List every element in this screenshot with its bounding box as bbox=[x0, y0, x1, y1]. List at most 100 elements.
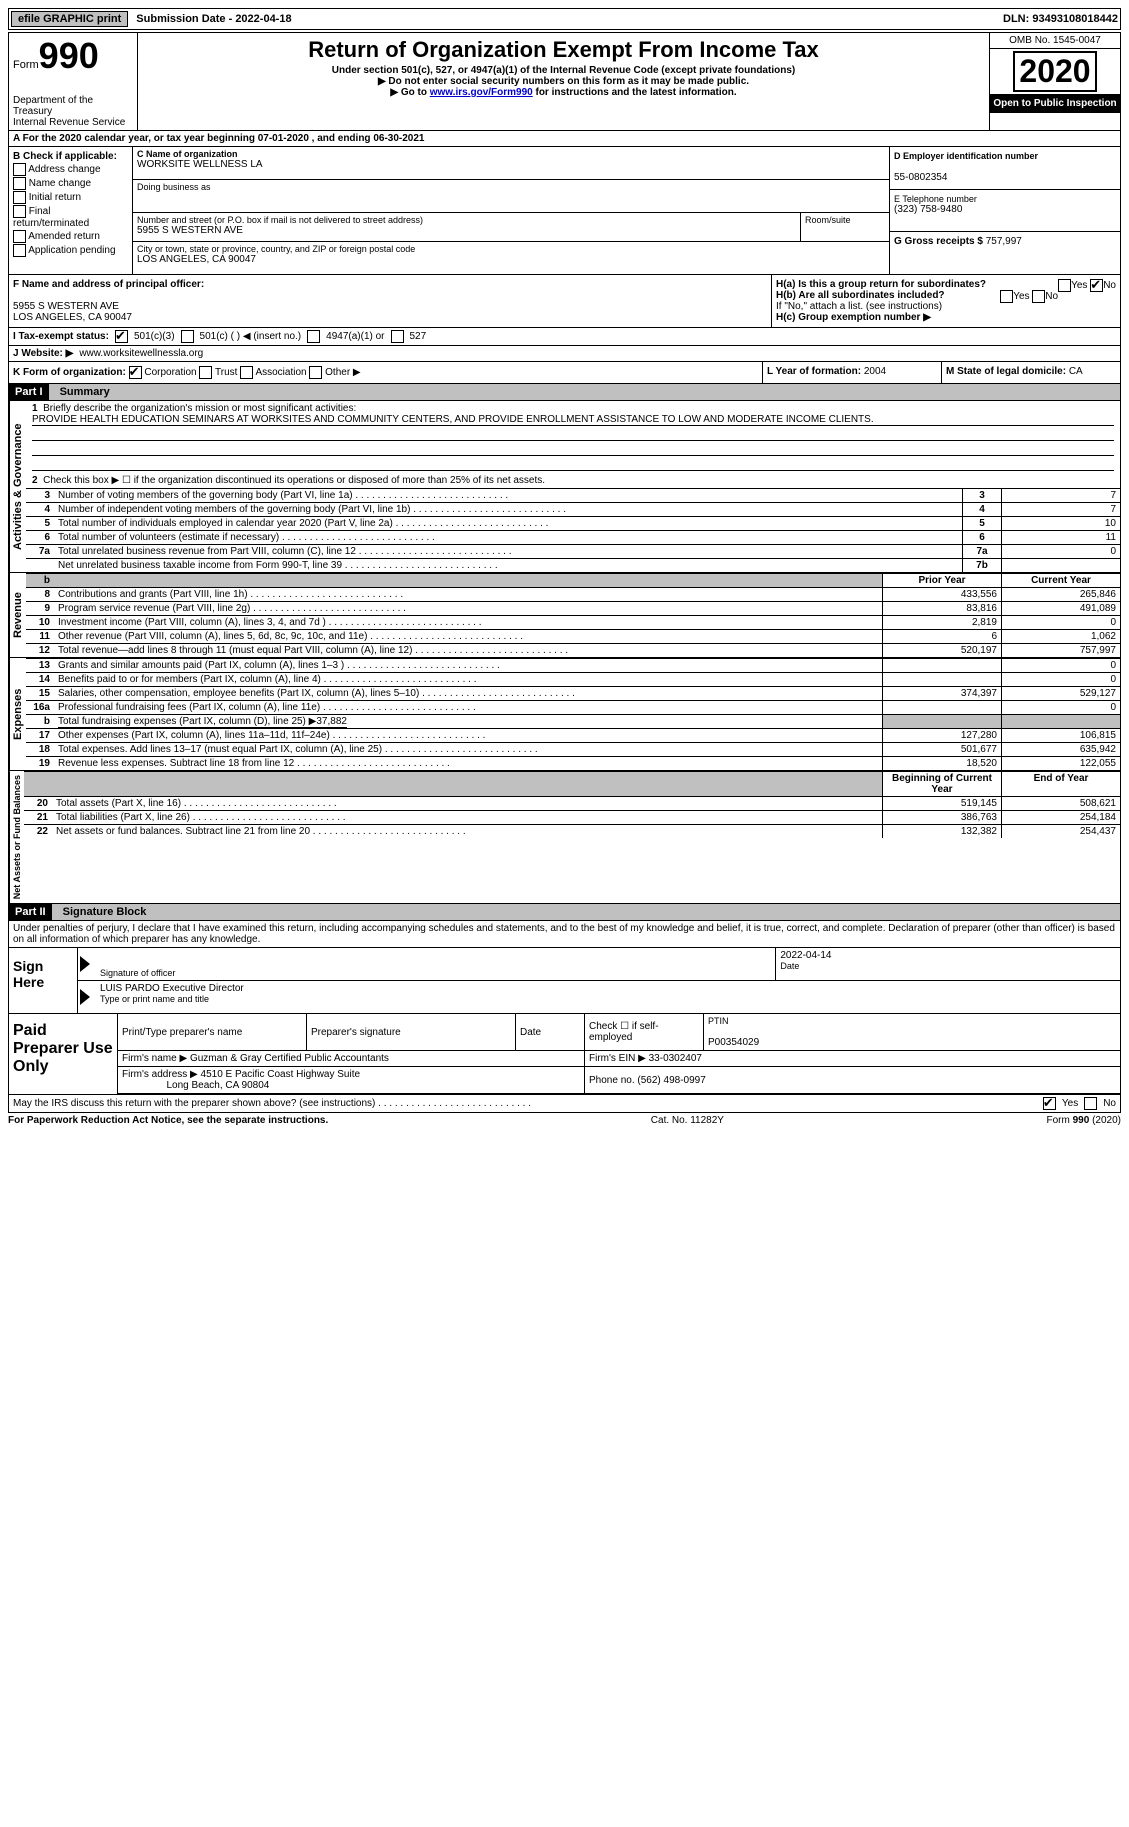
firm-addr: 4510 E Pacific Coast Highway Suite bbox=[201, 1069, 361, 1080]
hc-label: H(c) Group exemption number ▶ bbox=[776, 312, 1116, 323]
table-row: 5Total number of individuals employed in… bbox=[26, 517, 1120, 531]
chk-527[interactable] bbox=[391, 330, 404, 343]
website: www.worksitewellnessla.org bbox=[79, 348, 203, 359]
prep-name-hdr: Print/Type preparer's name bbox=[118, 1014, 307, 1051]
ha-label: H(a) Is this a group return for subordin… bbox=[776, 279, 986, 290]
principal-block: F Name and address of principal officer:… bbox=[8, 275, 1121, 328]
efile-button[interactable]: efile GRAPHIC print bbox=[11, 11, 128, 27]
hb-no[interactable] bbox=[1032, 290, 1045, 303]
table-row: 8Contributions and grants (Part VIII, li… bbox=[26, 588, 1120, 602]
blank-line-2 bbox=[32, 441, 1114, 456]
section-b-label: B Check if applicable: bbox=[13, 151, 117, 162]
top-bar: efile GRAPHIC print Submission Date - 20… bbox=[8, 8, 1121, 30]
table-row: 19Revenue less expenses. Subtract line 1… bbox=[26, 757, 1120, 771]
officer-addr1: 5955 S WESTERN AVE bbox=[13, 301, 119, 312]
pra-notice: For Paperwork Reduction Act Notice, see … bbox=[8, 1115, 328, 1126]
date-label: Date bbox=[780, 961, 1116, 971]
table-row: 20Total assets (Part X, line 16)519,1455… bbox=[24, 797, 1120, 811]
expenses-table: 13Grants and similar amounts paid (Part … bbox=[26, 658, 1120, 770]
chk-501c3[interactable] bbox=[115, 330, 128, 343]
dba-label: Doing business as bbox=[137, 182, 885, 192]
table-row: Net unrelated business taxable income fr… bbox=[26, 559, 1120, 573]
table-row: 11Other revenue (Part VIII, column (A), … bbox=[26, 630, 1120, 644]
entity-block: B Check if applicable: Address change Na… bbox=[8, 147, 1121, 275]
ha-no[interactable] bbox=[1090, 279, 1103, 292]
name-title-label: Type or print name and title bbox=[100, 994, 1116, 1004]
line2: Check this box ▶ ☐ if the organization d… bbox=[43, 475, 545, 486]
table-row: 18Total expenses. Add lines 13–17 (must … bbox=[26, 743, 1120, 757]
preparer-label: Paid Preparer Use Only bbox=[9, 1014, 118, 1094]
part2-title: Signature Block bbox=[63, 906, 147, 918]
hdr-prior: Prior Year bbox=[883, 574, 1002, 588]
hb-label: H(b) Are all subordinates included? bbox=[776, 290, 945, 301]
year-form-label: L Year of formation: bbox=[767, 366, 861, 377]
firm-addr-label: Firm's address ▶ bbox=[122, 1069, 198, 1080]
mission-label: Briefly describe the organization's miss… bbox=[43, 403, 356, 414]
footer: For Paperwork Reduction Act Notice, see … bbox=[8, 1113, 1121, 1128]
tax-status-label: I Tax-exempt status: bbox=[13, 331, 109, 342]
table-row: 9Program service revenue (Part VIII, lin… bbox=[26, 602, 1120, 616]
table-row: 17Other expenses (Part IX, column (A), l… bbox=[26, 729, 1120, 743]
form-org-label: K Form of organization: bbox=[13, 367, 126, 378]
year-formation: 2004 bbox=[864, 366, 886, 377]
form-footer: Form 990 (2020) bbox=[1047, 1115, 1122, 1126]
phone-label: E Telephone number bbox=[894, 194, 1116, 204]
chk-name-change[interactable]: Name change bbox=[13, 177, 128, 190]
table-row: 7aTotal unrelated business revenue from … bbox=[26, 545, 1120, 559]
gross-label: G Gross receipts $ bbox=[894, 236, 983, 247]
subtitle: Under section 501(c), 527, or 4947(a)(1)… bbox=[142, 65, 985, 76]
table-row: 22Net assets or fund balances. Subtract … bbox=[24, 825, 1120, 839]
form-header: Form 990 Department of the Treasury Inte… bbox=[8, 32, 1121, 131]
chk-pending[interactable]: Application pending bbox=[13, 244, 128, 257]
phone: (323) 758-9480 bbox=[894, 204, 962, 215]
vlabel-net: Net Assets or Fund Balances bbox=[9, 771, 24, 903]
city-state-zip: LOS ANGELES, CA 90047 bbox=[137, 254, 256, 265]
firm-ein-label: Firm's EIN ▶ bbox=[589, 1053, 646, 1064]
chk-final-return[interactable]: Final return/terminated bbox=[13, 205, 128, 229]
chk-corp[interactable] bbox=[129, 366, 142, 379]
penalty-text: Under penalties of perjury, I declare th… bbox=[8, 921, 1121, 948]
tax-year: 2020 bbox=[1013, 51, 1096, 92]
chk-trust[interactable] bbox=[199, 366, 212, 379]
form-number: 990 bbox=[39, 35, 99, 77]
chk-amended[interactable]: Amended return bbox=[13, 230, 128, 243]
org-name: WORKSITE WELLNESS LA bbox=[137, 159, 263, 170]
part1-bar: Part I Summary bbox=[8, 384, 1121, 401]
vlabel-expenses: Expenses bbox=[9, 658, 26, 770]
table-row: 16aProfessional fundraising fees (Part I… bbox=[26, 701, 1120, 715]
irs: Internal Revenue Service bbox=[13, 117, 133, 128]
ein-label: D Employer identification number bbox=[894, 151, 1116, 161]
note-ssn: ▶ Do not enter social security numbers o… bbox=[142, 76, 985, 87]
part2-hdr: Part II bbox=[9, 904, 52, 920]
table-row: bTotal fundraising expenses (Part IX, co… bbox=[26, 715, 1120, 729]
row-j: J Website: ▶ www.worksitewellnessla.org bbox=[8, 346, 1121, 362]
dept-treasury: Department of the Treasury bbox=[13, 95, 133, 117]
hdr-current: Current Year bbox=[1002, 574, 1121, 588]
revenue-section: Revenue bPrior YearCurrent Year 8Contrib… bbox=[8, 573, 1121, 658]
ptin: P00354029 bbox=[708, 1037, 759, 1048]
table-row: 13Grants and similar amounts paid (Part … bbox=[26, 659, 1120, 673]
chk-other[interactable] bbox=[309, 366, 322, 379]
discuss-no-chk[interactable] bbox=[1084, 1097, 1097, 1110]
part1-hdr: Part I bbox=[9, 384, 49, 400]
discuss-yes-chk[interactable] bbox=[1043, 1097, 1056, 1110]
table-row: 3Number of voting members of the governi… bbox=[26, 489, 1120, 503]
firm-name-label: Firm's name ▶ bbox=[122, 1053, 187, 1064]
revenue-table: bPrior YearCurrent Year 8Contributions a… bbox=[26, 573, 1120, 657]
chk-501c[interactable] bbox=[181, 330, 194, 343]
ha-yes[interactable] bbox=[1058, 279, 1071, 292]
row-i: I Tax-exempt status: 501(c)(3) 501(c) ( … bbox=[8, 328, 1121, 346]
chk-address-change[interactable]: Address change bbox=[13, 163, 128, 176]
chk-assoc[interactable] bbox=[240, 366, 253, 379]
discuss-text: May the IRS discuss this return with the… bbox=[13, 1098, 1037, 1109]
hb-yes[interactable] bbox=[1000, 290, 1013, 303]
chk-initial-return[interactable]: Initial return bbox=[13, 191, 128, 204]
chk-4947[interactable] bbox=[307, 330, 320, 343]
prep-self-hdr: Check ☐ if self-employed bbox=[585, 1014, 704, 1051]
irs-link[interactable]: www.irs.gov/Form990 bbox=[430, 87, 533, 98]
table-row: 14Benefits paid to or for members (Part … bbox=[26, 673, 1120, 687]
hdr-bcy: Beginning of Current Year bbox=[883, 772, 1002, 797]
table-row: 4Number of independent voting members of… bbox=[26, 503, 1120, 517]
ptin-label: PTIN bbox=[708, 1016, 1116, 1026]
cat-no: Cat. No. 11282Y bbox=[651, 1115, 724, 1126]
